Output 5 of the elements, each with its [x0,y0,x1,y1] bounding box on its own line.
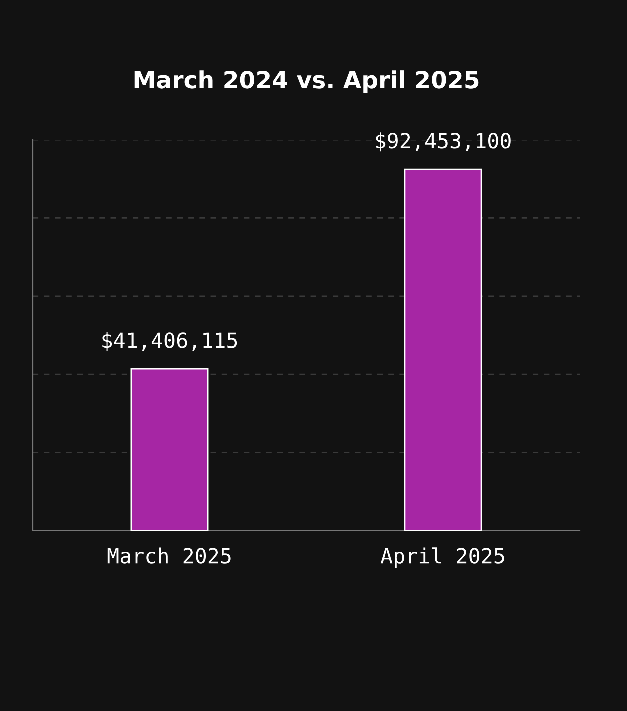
data-label: $92,453,100 [376,132,511,152]
chart-title: March 2024 vs. April 2025 [134,70,479,94]
x-tick-label: March 2025 [108,548,231,564]
x-tick-label: April 2025 [380,548,504,568]
data-label: $41,406,115 [102,332,238,352]
